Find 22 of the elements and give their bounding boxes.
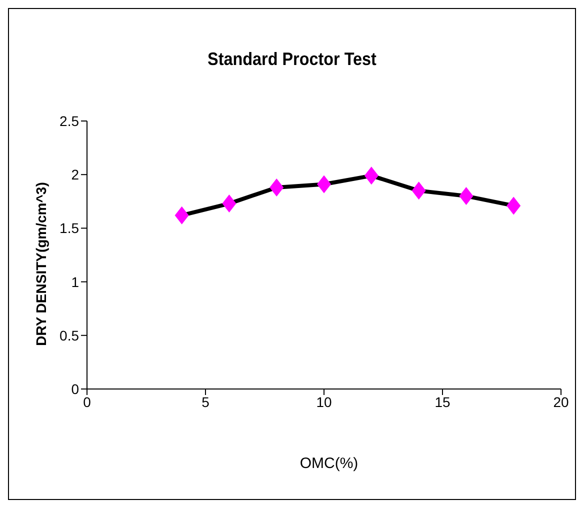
y-tick-label: 2.5 bbox=[60, 112, 80, 129]
point bbox=[222, 194, 236, 213]
y-tick-label: 1.5 bbox=[60, 220, 80, 236]
point bbox=[459, 187, 474, 206]
chart-title: Standard Proctor Test bbox=[206, 49, 378, 70]
x-axis-title: OMC(%) bbox=[298, 455, 360, 472]
x-tick-label: 0 bbox=[83, 394, 92, 410]
x-tick-label: 15 bbox=[434, 394, 450, 410]
point bbox=[270, 178, 284, 196]
point bbox=[317, 175, 331, 194]
x-tick-label: 5 bbox=[202, 394, 210, 410]
y-tick-label: 0.5 bbox=[60, 327, 80, 344]
x-tick-label: 10 bbox=[316, 394, 332, 410]
point bbox=[506, 196, 521, 215]
x-tick-label: 20 bbox=[553, 394, 569, 410]
y-tick-label: 0 bbox=[71, 380, 80, 397]
y-tick-label: 1 bbox=[71, 274, 80, 290]
point bbox=[364, 166, 378, 185]
y-tick-label: 2 bbox=[71, 166, 80, 183]
y-axis-title: DRY DENSITY(gm/cm^3) bbox=[33, 182, 49, 346]
point bbox=[174, 206, 189, 224]
point bbox=[412, 182, 426, 200]
